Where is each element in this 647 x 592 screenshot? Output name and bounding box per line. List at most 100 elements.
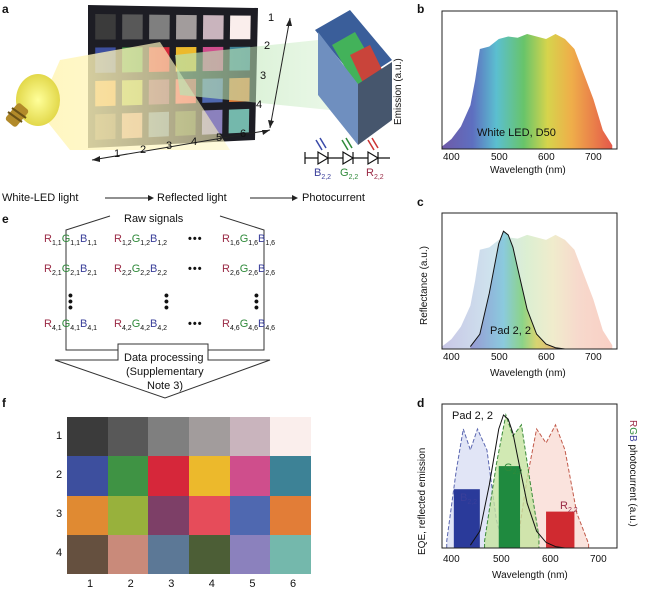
chart-d-xlabel: Wavelength (nm): [492, 570, 568, 581]
color-cell: [270, 456, 311, 496]
a-col-label-3: 3: [166, 140, 173, 152]
color-cell: [189, 495, 230, 535]
diode-label-r: R2,2: [366, 167, 384, 182]
checker-patch: [122, 14, 143, 40]
color-cell: [270, 417, 311, 457]
raw-signal-group: R1,2G1,2B1,2: [114, 233, 168, 248]
a-col-label-1: 1: [114, 148, 121, 160]
chart-d: [441, 403, 618, 549]
vertical-ellipsis: • • •: [68, 287, 73, 315]
color-cell: [107, 495, 149, 535]
reconstructed-color-grid: [67, 417, 311, 574]
checker-patch: [229, 15, 251, 40]
color-cell: [270, 534, 311, 574]
a-row-label-2: 2: [264, 40, 271, 52]
vertical-ellipsis: • • •: [164, 287, 169, 315]
panel-letter-b: b: [417, 2, 425, 16]
chart-b-ylabel: Emission (a.u.): [393, 58, 404, 125]
a-col-label-5: 5: [216, 132, 223, 144]
checker-patch: [228, 108, 250, 134]
panel-letter-f: f: [2, 396, 6, 410]
color-cell: [107, 417, 149, 457]
flow-label-reflected: Reflected light: [157, 192, 227, 204]
raw-signals-title: Raw signals: [124, 213, 184, 225]
a-row-label-1: 1: [268, 12, 275, 24]
color-cell: [148, 534, 189, 574]
chart-d-tick-400: 400: [443, 554, 460, 565]
horizontal-ellipsis: •••: [188, 318, 203, 330]
chart-d-ylabel: EQE, reflected emission: [417, 447, 428, 555]
raw-signal-group: R1,6G1,6B1,6: [222, 233, 276, 248]
color-cell: [67, 456, 108, 496]
chart-c-ylabel: Reflectance (a.u.): [419, 246, 430, 325]
checker-patch: [95, 14, 116, 40]
color-cell: [189, 534, 230, 574]
incident-arrows: [315, 137, 379, 151]
chart-c-annotation: Pad 2, 2: [490, 325, 531, 337]
color-cell: [148, 417, 189, 457]
processing-title: Data processing: [124, 352, 204, 364]
panel-letter-c: c: [417, 195, 424, 209]
chart-c-frame: [441, 212, 618, 350]
raw-signal-group: R4,1G4,1B4,1: [44, 318, 98, 333]
chart-c-tick-400: 400: [443, 352, 460, 363]
panel-e-frame: [54, 215, 271, 399]
panel-letter-e: e: [2, 212, 9, 226]
f-col-label: 4: [208, 578, 215, 590]
diode-label-b: B2,2: [314, 167, 332, 182]
a-col-label-6: 6: [240, 128, 247, 140]
photodetector-stack-icon: [315, 10, 392, 145]
f-col-label: 1: [87, 578, 94, 590]
color-cell: [148, 495, 189, 535]
raw-signal-group: R4,2G4,2B4,2: [114, 318, 168, 333]
a-row-label-4: 4: [256, 99, 263, 111]
processing-note-2: Note 3): [147, 380, 184, 392]
color-cell: [67, 417, 108, 457]
color-cell: [270, 495, 311, 535]
reflectance-curve: [469, 230, 566, 350]
chart-b-tick-400: 400: [443, 152, 460, 163]
panel-letter-a: a: [2, 2, 9, 16]
chart-c-tick-500: 500: [491, 352, 508, 363]
color-cell: [67, 495, 108, 535]
f-col-label: 3: [168, 578, 175, 590]
color-cell: [107, 534, 149, 574]
chart-c: [441, 212, 618, 350]
chart-d-annotation: Pad 2, 2: [452, 410, 493, 422]
chart-b-frame: [441, 10, 618, 150]
light-beam: [38, 42, 230, 150]
checker-patch: [202, 15, 224, 40]
vertical-ellipsis: • • •: [254, 287, 259, 315]
row-axis-arrow: [269, 17, 291, 129]
color-cell: [229, 495, 271, 535]
f-col-label: 5: [249, 578, 256, 590]
flow-label-source: White-LED light: [2, 192, 79, 204]
a-row-label-3: 3: [260, 70, 267, 82]
chart-d-tick-500: 500: [493, 554, 510, 565]
bar-g: [498, 466, 521, 548]
color-cell: [189, 456, 230, 496]
reflected-area: [470, 231, 565, 349]
f-row-label: 4: [56, 547, 63, 559]
chart-d-tick-700: 700: [590, 554, 607, 565]
reflected-beam: [175, 40, 330, 110]
flow-label-photocurrent: Photocurrent: [302, 192, 365, 204]
chart-b-xlabel: Wavelength (nm): [490, 165, 566, 176]
f-col-label: 2: [127, 578, 134, 590]
raw-signal-group: R1,1G1,1B1,1: [44, 233, 98, 248]
chart-d-frame: [441, 403, 618, 549]
chart-b-tick-500: 500: [491, 152, 508, 163]
chart-b-tick-600: 600: [538, 152, 555, 163]
chart-d-ylabel-right: RGB photocurrent (a.u.): [627, 420, 638, 527]
color-cell: [67, 534, 108, 574]
raw-signal-group: R2,1G2,1B2,1: [44, 263, 98, 278]
horizontal-ellipsis: •••: [188, 233, 203, 245]
raw-signal-group: R2,6G2,6B2,6: [222, 263, 276, 278]
emission-area: [442, 34, 613, 149]
f-row-label: 3: [56, 508, 63, 520]
a-col-label-4: 4: [191, 136, 198, 148]
chart-d-tick-600: 600: [542, 554, 559, 565]
chart-c-tick-600: 600: [538, 352, 555, 363]
panel-a-diagram: [5, 5, 392, 201]
color-cell: [229, 417, 271, 457]
